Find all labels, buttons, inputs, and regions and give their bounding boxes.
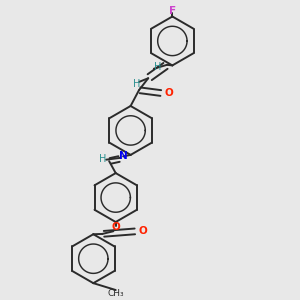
Text: CH₃: CH₃ xyxy=(107,289,124,298)
Text: H: H xyxy=(154,62,161,72)
Text: N: N xyxy=(119,152,128,161)
Text: F: F xyxy=(169,6,176,16)
Text: O: O xyxy=(139,226,148,236)
Text: H: H xyxy=(133,79,141,89)
Text: O: O xyxy=(164,88,173,98)
Text: H: H xyxy=(99,154,106,164)
Text: O: O xyxy=(111,222,120,232)
